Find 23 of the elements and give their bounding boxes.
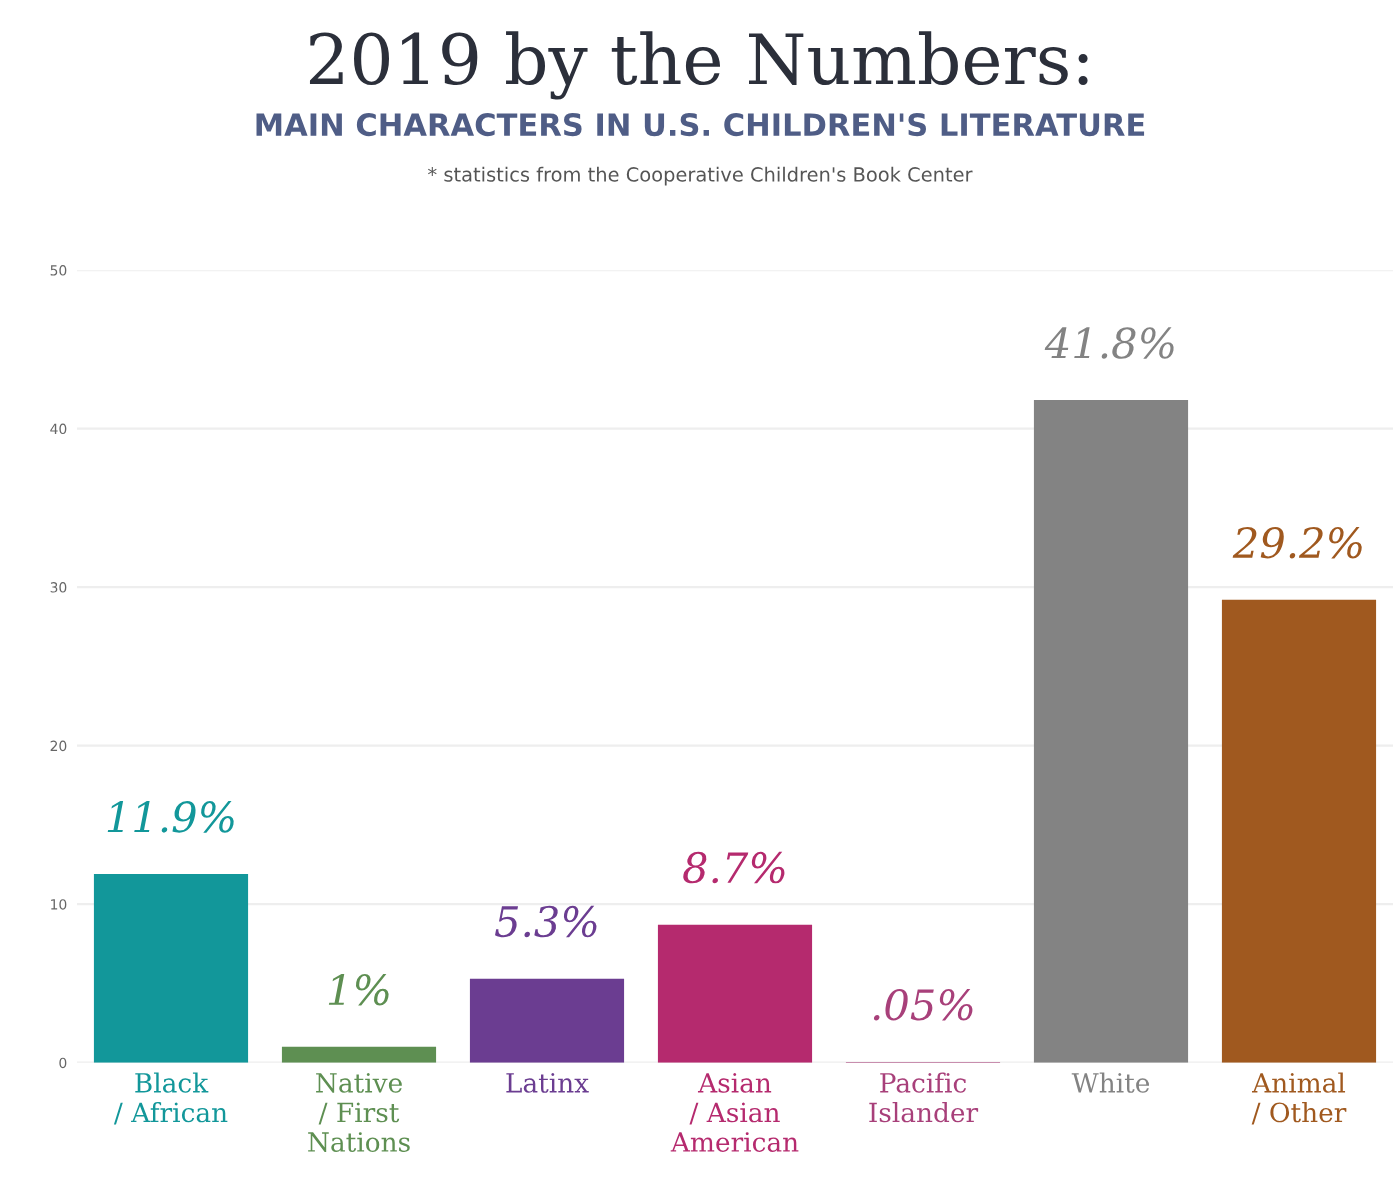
x-tick-label: Pacific Islander [869, 1072, 979, 1123]
x-tick-label: Animal / Other [1251, 1072, 1347, 1125]
x-tick-label: Asian / Asian American [670, 1073, 799, 1152]
x-tick-label: Native / First Nations [308, 1073, 410, 1152]
data-label: .05% [873, 988, 973, 1021]
data-label: 8.7% [683, 851, 785, 884]
bar [657, 924, 813, 1063]
chart-subtitle: MAIN CHARACTERS IN U.S. CHILDREN'S LITERATURE [256, 113, 1145, 137]
data-label: 5.3% [495, 905, 597, 938]
bar [281, 1046, 437, 1063]
x-tick-label: White [1071, 1072, 1150, 1093]
data-label: 41.8% [1044, 327, 1174, 359]
data-label: 1% [328, 973, 389, 1006]
data-label: 11.9% [107, 801, 234, 833]
text: * statistics from the Cooperative Children's Book Center [428, 166, 973, 186]
bar [93, 874, 249, 1063]
data-label: 29.2% [1232, 526, 1362, 559]
x-tick-label: Latinx [506, 1073, 589, 1093]
x-tick-label: Black / African [113, 1072, 228, 1125]
bar [1221, 599, 1377, 1063]
chart-title: 2019 by the Numbers: [309, 31, 1088, 100]
bar [1033, 400, 1189, 1063]
bar [469, 978, 625, 1063]
